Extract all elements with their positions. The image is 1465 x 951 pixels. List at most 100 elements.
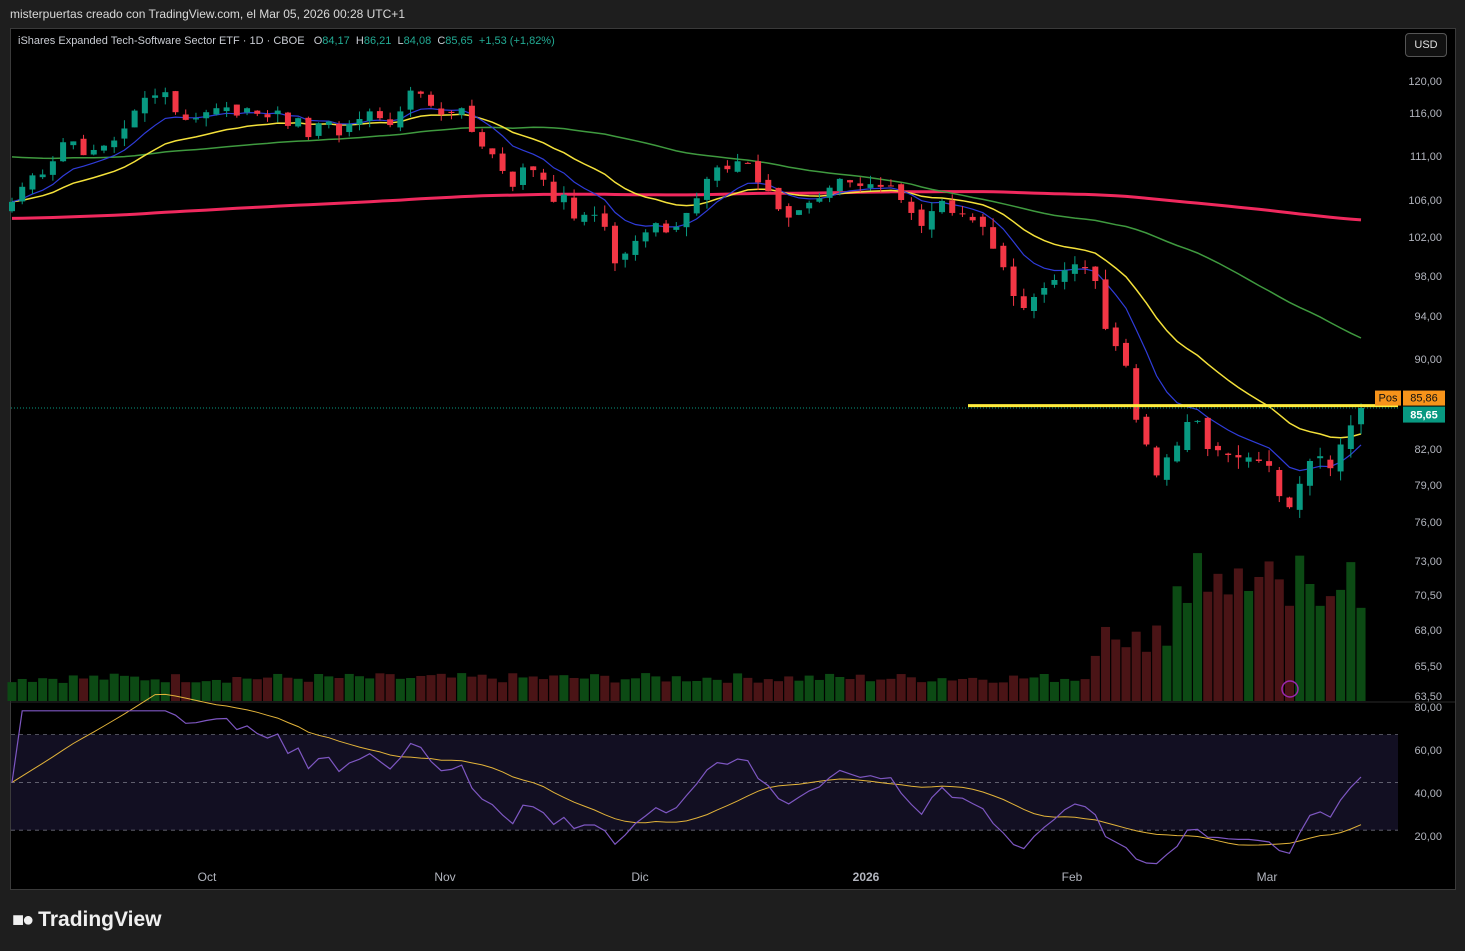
volume-bar <box>1305 584 1315 701</box>
candle-body <box>325 121 332 125</box>
volume-bar <box>109 673 119 701</box>
volume-bar <box>467 676 477 701</box>
volume-bar <box>579 678 589 701</box>
price-axis-label: 76,00 <box>1414 517 1442 529</box>
volume-bar <box>538 679 548 701</box>
candle-body <box>1153 447 1160 476</box>
candle-body <box>264 114 271 118</box>
ema-9-line <box>11 107 1362 472</box>
volume-bar <box>1213 573 1223 701</box>
volume-bar <box>89 675 99 701</box>
candle-body <box>642 232 649 242</box>
candle-body <box>1347 425 1354 449</box>
volume-bar <box>1264 561 1274 701</box>
candle-body <box>540 172 547 180</box>
candle-body <box>1143 416 1150 445</box>
volume-bar <box>222 682 232 701</box>
volume-bar <box>620 679 630 701</box>
price-axis-label: 116,00 <box>1409 108 1442 120</box>
candle-body <box>1225 453 1232 455</box>
candle-body <box>192 118 199 120</box>
candle-body <box>100 145 107 151</box>
volume-bar <box>58 682 68 701</box>
candle-body <box>1184 422 1191 450</box>
volume-bar <box>774 681 783 701</box>
candle-body <box>60 142 67 162</box>
volume-bar <box>1336 589 1346 701</box>
volume-bar <box>150 679 160 701</box>
volume-bar <box>1233 568 1243 701</box>
volume-bar <box>406 678 416 701</box>
close-value: 85,65 <box>445 35 473 47</box>
volume-bar <box>763 679 773 701</box>
volume-bar <box>7 682 17 701</box>
volume-bar <box>590 674 600 701</box>
candle-body <box>744 162 751 164</box>
time-axis-label: Dic <box>631 870 648 884</box>
volume-bar <box>957 678 967 701</box>
volume-bar <box>68 675 78 701</box>
candle-body <box>1296 483 1303 510</box>
volume-bar <box>1080 679 1090 701</box>
volume-bar <box>692 680 702 701</box>
candle-body <box>1317 456 1324 459</box>
candle-body <box>182 114 189 120</box>
price-axis-label: 106,00 <box>1408 195 1442 207</box>
candle-body <box>1245 457 1252 462</box>
sma-50-line <box>11 126 1362 339</box>
time-axis-label: Feb <box>1062 870 1083 884</box>
volume-bar <box>119 675 129 701</box>
candle-body <box>1061 270 1068 282</box>
currency-button[interactable]: USD <box>1405 33 1447 57</box>
candle-body <box>1010 266 1017 296</box>
volume-bar <box>477 674 487 701</box>
candle-body <box>1092 266 1099 281</box>
candle-body <box>816 198 823 202</box>
candle-body <box>601 213 608 227</box>
candle-body <box>1082 266 1089 269</box>
volume-bar <box>651 676 661 701</box>
volume-bar <box>324 676 334 701</box>
volume-bar <box>1090 655 1100 701</box>
candle-body <box>407 90 414 110</box>
volume-bar <box>160 682 170 701</box>
last-price-label: 85,65 <box>1410 410 1438 422</box>
chart-credit: misterpuertas creado con TradingView.com… <box>10 7 405 21</box>
candle-body <box>959 213 966 215</box>
volume-bar <box>385 674 395 701</box>
volume-bar <box>998 682 1008 701</box>
flash-icon <box>1281 680 1299 698</box>
volume-bar <box>416 675 426 701</box>
price-axis-label: 111,00 <box>1410 151 1442 163</box>
volume-bar <box>1009 675 1019 701</box>
candle-body <box>1337 444 1344 472</box>
volume-bar <box>559 675 569 701</box>
candle-body <box>918 209 925 226</box>
candle-body <box>438 108 445 115</box>
candle-body <box>1102 279 1109 329</box>
candle-body <box>887 185 894 187</box>
volume-bar <box>753 682 763 701</box>
volume-bar <box>1295 555 1305 701</box>
candle-body <box>571 197 578 219</box>
candle-body <box>366 111 373 121</box>
candle-body <box>1133 368 1140 420</box>
candle-body <box>836 178 843 192</box>
volume-bar <box>508 673 518 701</box>
candle-body <box>509 171 516 187</box>
price-axis-label: 68,00 <box>1414 625 1442 637</box>
ema-20-line <box>11 113 1362 439</box>
volume-bar <box>446 677 456 701</box>
volume-bar <box>988 682 998 701</box>
price-axis-label: 94,00 <box>1414 311 1442 323</box>
candle-body <box>857 183 864 186</box>
candle-body <box>969 216 976 221</box>
volume-bar <box>1070 680 1080 701</box>
volume-bar <box>171 674 181 701</box>
candle-body <box>949 200 956 213</box>
candle-body <box>1194 420 1201 422</box>
candle-body <box>29 175 36 190</box>
volume-bar <box>1060 678 1070 701</box>
candle-body <box>867 184 874 188</box>
